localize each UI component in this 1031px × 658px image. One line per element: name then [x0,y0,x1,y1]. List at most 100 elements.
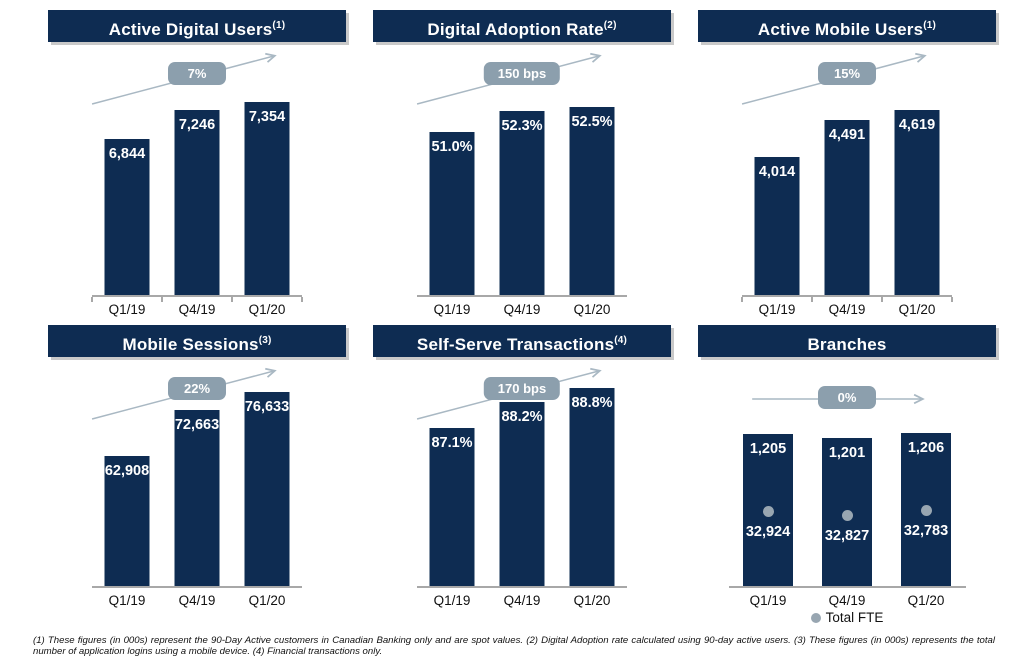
footnote-marker: (4) [614,335,628,346]
bar-value-label: 72,663 [174,417,220,433]
footnote-text: (1) These figures (in 000s) represent th… [33,635,995,658]
x-axis-label: Q1/20 [248,302,286,317]
footnote-marker: (1) [923,20,937,31]
charts-grid: Active Digital Users(1) 7% 6,844 7,246 7,3… [48,10,996,625]
x-axis-labels: Q1/19 Q4/19 Q1/20 [698,593,996,608]
legend-label: Total FTE [825,610,884,625]
axis-tick [741,297,743,302]
growth-badge: 22% [168,377,226,400]
legend: Total FTE [698,610,996,625]
chart-digital-adoption-rate: Digital Adoption Rate(2) 150 bps 51.0% 52… [373,10,671,317]
plot-area: 170 bps 87.1% 88.2% 88.8% [373,357,671,586]
chart-title-text: Digital Adoption Rate [427,20,604,39]
chart-branches: Branches 0% 1,205 32,924 1,201 32,827 1,206 3… [698,325,996,625]
chart-title-branches: Branches [698,325,996,357]
growth-badge: 170 bps [483,377,561,400]
bar-Q4/19: 52.3% [499,111,545,295]
bar-value-label: 4,619 [898,117,936,133]
axis-tick [91,297,93,302]
x-axis-label: Q4/19 [178,302,216,317]
x-axis-label: Q1/20 [898,302,936,317]
bar-Q1/19: 87.1% [429,428,475,586]
chart-mobile-sessions: Mobile Sessions(3) 22% 62,908 72,663 76,63… [48,325,346,625]
bar-Q4/19: 88.2% [499,402,545,586]
fte-dot-icon [762,506,774,517]
chart-title-text: Branches [807,335,887,354]
chart-title-active-digital-users: Active Digital Users(1) [48,10,346,42]
x-axis [728,586,966,588]
bar-Q1/20: 1,206 32,783 [901,433,951,586]
bar-Q1/20: 7,354 [244,102,290,295]
bar-value-label: 1,201 [828,445,866,461]
axis-tick [810,297,813,302]
chart-title-text: Self-Serve Transactions [416,335,615,354]
axis-tick [880,297,883,302]
x-axis-labels: Q1/19 Q4/19 Q1/20 [48,302,346,317]
x-axis-labels: Q1/19 Q4/19 Q1/20 [698,302,996,317]
legend-dot-icon [810,612,821,623]
chart-title-digital-adoption-rate: Digital Adoption Rate(2) [373,10,671,42]
fte-value-label: 32,827 [824,528,870,544]
bar-value-label: 87.1% [431,435,473,451]
chart-self-serve-transactions: Self-Serve Transactions(4) 170 bps 87.1%… [373,325,671,625]
x-axis-label: Q1/19 [433,302,471,317]
bars: 4,014 4,491 4,619 [754,110,940,295]
x-axis [92,586,302,588]
x-axis-label: Q1/20 [573,593,611,608]
bar-Q1/19: 51.0% [429,132,475,295]
bars: 62,908 72,663 76,633 [104,392,290,586]
fte-dot-icon [920,505,932,516]
axis-tick [950,297,953,302]
x-axis-label: Q1/19 [749,593,787,608]
bar-value-label: 52.5% [571,114,613,130]
chart-title-mobile-sessions: Mobile Sessions(3) [48,325,346,357]
bar-Q4/19: 4,491 [824,120,870,295]
footnote-marker: (1) [272,20,286,31]
chart-title-text: Active Mobile Users [757,20,924,39]
bar-Q1/19: 1,205 32,924 [743,434,793,586]
bar-value-label: 76,633 [244,399,290,415]
x-axis [741,295,953,302]
bars: 1,205 32,924 1,201 32,827 1,206 32,783 [743,433,951,586]
footnote-marker: (2) [603,20,617,31]
growth-badge: 0% [818,386,876,409]
chart-title-self-serve-transactions: Self-Serve Transactions(4) [373,325,671,357]
bar-value-label: 7,246 [178,117,216,133]
total-fte-marker: 32,827 [814,508,880,544]
x-axis [417,295,627,297]
x-axis-labels: Q1/19 Q4/19 Q1/20 [373,593,671,608]
x-axis-label: Q4/19 [503,593,541,608]
axis-tick [230,297,233,302]
bar-value-label: 1,205 [749,441,787,457]
bar-Q1/20: 76,633 [244,392,290,586]
x-axis [91,295,303,302]
bar-value-label: 4,014 [758,164,796,180]
bar-Q1/20: 4,619 [894,110,940,295]
x-axis-label: Q4/19 [178,593,216,608]
bar-Q1/19: 4,014 [754,157,800,295]
x-axis-label: Q4/19 [828,302,866,317]
x-axis-label: Q1/19 [433,593,471,608]
bar-Q1/20: 88.8% [569,388,615,586]
bar-Q4/19: 7,246 [174,110,220,295]
growth-badge: 7% [168,62,226,85]
bar-Q1/19: 62,908 [104,456,150,586]
x-axis-label: Q1/19 [758,302,796,317]
bar-value-label: 52.3% [501,118,543,134]
bar-value-label: 62,908 [104,463,150,479]
x-axis-label: Q1/19 [108,593,146,608]
bar-value-label: 4,491 [828,127,866,143]
x-axis-label: Q1/20 [907,593,945,608]
x-axis-label: Q4/19 [828,593,866,608]
chart-title-active-mobile-users: Active Mobile Users(1) [698,10,996,42]
chart-title-text: Active Digital Users [108,20,273,39]
growth-badge: 15% [818,62,876,85]
chart-active-digital-users: Active Digital Users(1) 7% 6,844 7,246 7,3… [48,10,346,317]
chart-title-text: Mobile Sessions [122,335,259,354]
fte-value-label: 32,924 [745,524,791,540]
x-axis-label: Q1/19 [108,302,146,317]
x-axis-label: Q4/19 [503,302,541,317]
bar-value-label: 7,354 [248,109,286,125]
x-axis-labels: Q1/19 Q4/19 Q1/20 [373,302,671,317]
